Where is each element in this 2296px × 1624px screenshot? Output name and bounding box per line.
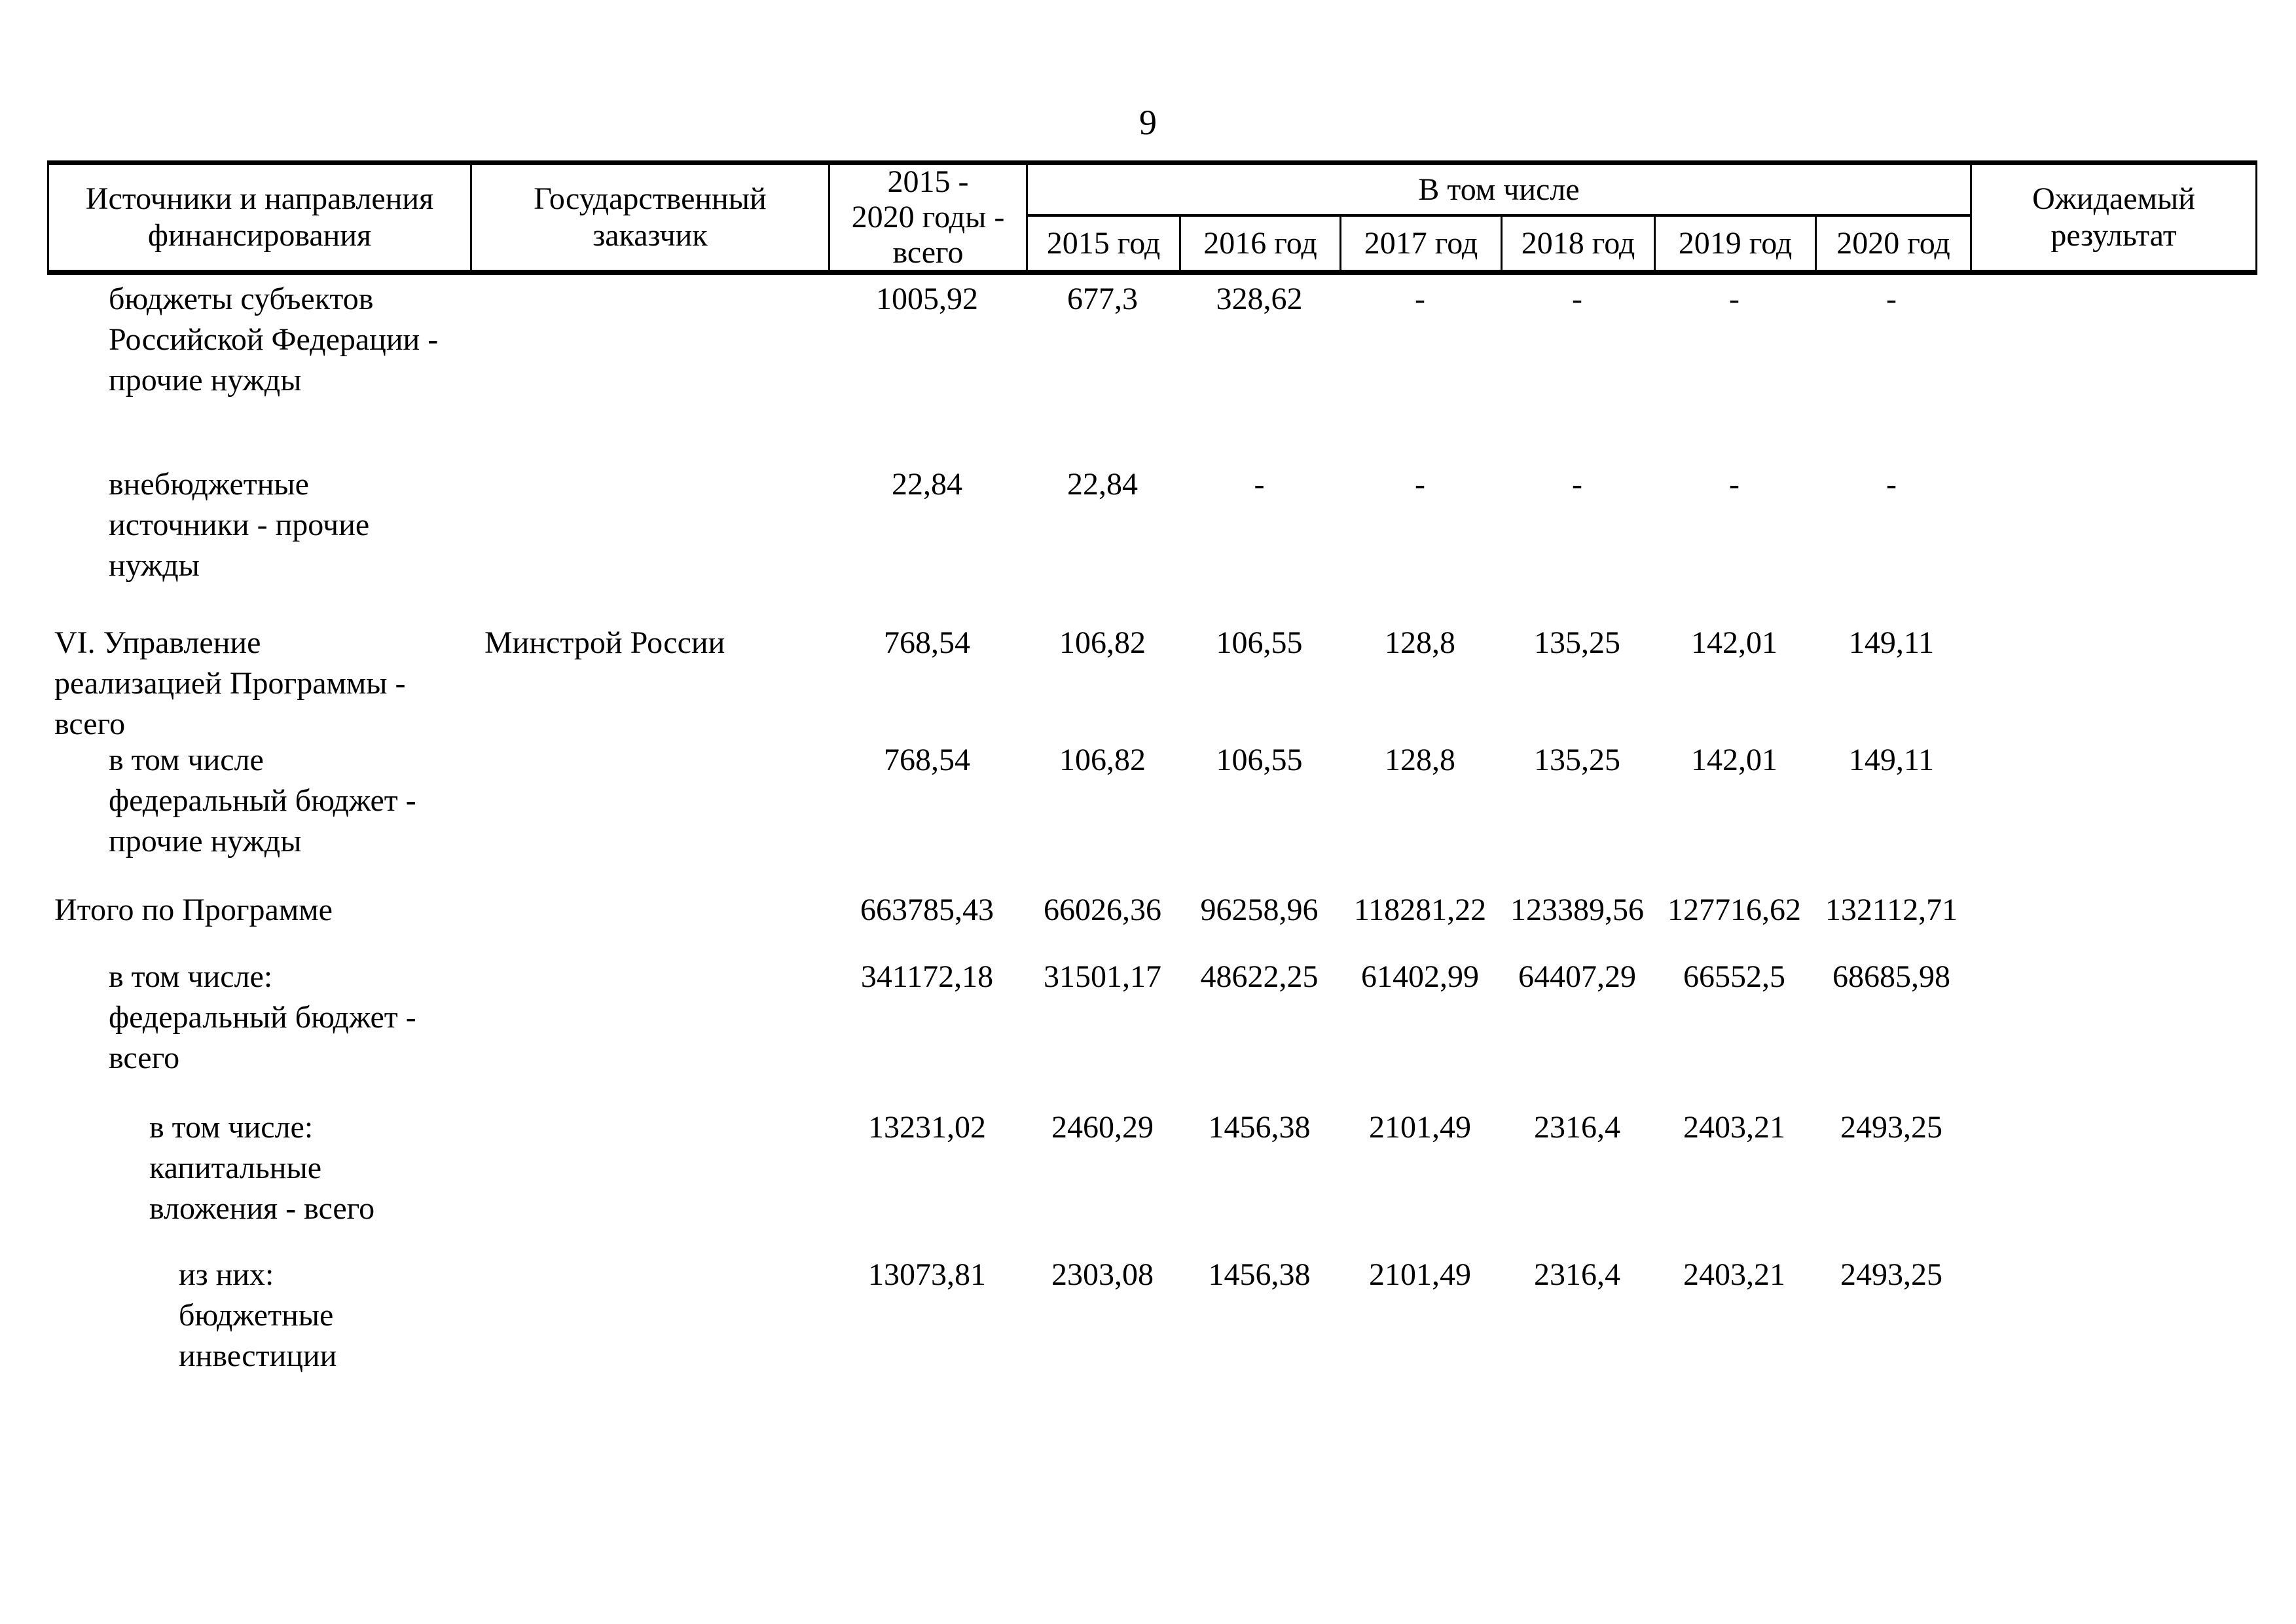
- header-total-2015-2020: 2015 - 2020 годы - всего: [830, 165, 1028, 270]
- value-2019: 2403,21: [1683, 1257, 1785, 1292]
- value-2016: 48622,25: [1200, 959, 1319, 994]
- value-2018: 135,25: [1534, 743, 1620, 777]
- value-2018: 135,25: [1534, 625, 1620, 660]
- value-2016: 106,55: [1216, 625, 1303, 660]
- customer-cell: [470, 736, 828, 886]
- value-total: 13231,02: [868, 1110, 986, 1145]
- value-2016: -: [1254, 467, 1265, 502]
- value-2018: 2316,4: [1534, 1257, 1620, 1292]
- value-2020: -: [1886, 282, 1897, 316]
- row-label: в том числе федеральный бюджет - прочие …: [109, 743, 416, 858]
- value-2016: 106,55: [1216, 743, 1303, 777]
- value-2017: 128,8: [1385, 625, 1455, 660]
- value-2020: 149,11: [1848, 625, 1935, 660]
- header-year-2019: 2019 год: [1656, 217, 1817, 270]
- row-label: VI. Управление реализацией Программы - в…: [54, 625, 406, 741]
- page-number: 9: [1139, 103, 1157, 142]
- value-2017: 128,8: [1385, 743, 1455, 777]
- value-total: 1005,92: [876, 282, 978, 316]
- value-2017: 61402,99: [1361, 959, 1479, 994]
- value-total: 663785,43: [860, 893, 994, 927]
- value-2017: 2101,49: [1369, 1257, 1471, 1292]
- value-total: 768,54: [884, 743, 970, 777]
- header-customer: Государственный заказчик: [472, 165, 830, 270]
- value-2020: 132112,71: [1825, 893, 1958, 927]
- value-2020: 2493,25: [1840, 1110, 1942, 1145]
- header-sources: Источники и направления финансирования: [49, 165, 472, 270]
- value-total: 768,54: [884, 625, 970, 660]
- value-2018: 64407,29: [1518, 959, 1636, 994]
- customer-cell: [470, 1103, 828, 1251]
- customer-cell: [470, 1251, 828, 1624]
- customer-cell: [470, 953, 828, 1103]
- value-2020: 149,11: [1848, 743, 1935, 777]
- table-body: бюджеты субъектов Российской Федерации -…: [47, 275, 2257, 1624]
- result-cell: [1968, 1251, 2253, 1624]
- value-2016: 328,62: [1216, 282, 1303, 316]
- value-2019: -: [1729, 467, 1740, 502]
- header-expected-result: Ожидаемый результат: [1970, 165, 2255, 270]
- customer-cell: Минстрой России: [484, 625, 725, 660]
- value-2019: 66552,5: [1683, 959, 1785, 994]
- value-2019: 2403,21: [1683, 1110, 1785, 1145]
- result-cell: [1968, 953, 2253, 1103]
- value-2018: 123389,56: [1510, 893, 1644, 927]
- value-2015: 106,82: [1059, 625, 1146, 660]
- table-header: Источники и направления финансирования Г…: [47, 160, 2257, 275]
- header-year-2018: 2018 год: [1503, 217, 1656, 270]
- value-2019: 142,01: [1691, 625, 1777, 660]
- row-label: бюджеты субъектов Российской Федерации -…: [109, 282, 439, 397]
- value-2015: 31501,17: [1044, 959, 1161, 994]
- result-cell: [1968, 460, 2253, 619]
- customer-cell: [470, 460, 828, 619]
- row-label: в том числе: капитальные вложения - всег…: [149, 1110, 375, 1226]
- header-year-2016: 2016 год: [1181, 217, 1341, 270]
- value-2018: -: [1572, 467, 1582, 502]
- value-2018: -: [1572, 282, 1582, 316]
- row-label: Итого по Программе: [54, 893, 333, 927]
- value-2016: 1456,38: [1208, 1110, 1311, 1145]
- value-total: 13073,81: [868, 1257, 986, 1292]
- value-2015: 2460,29: [1051, 1110, 1154, 1145]
- header-including: В том числе: [1028, 165, 1970, 217]
- header-year-2017: 2017 год: [1341, 217, 1503, 270]
- customer-cell: [470, 886, 828, 953]
- value-2020: 68685,98: [1832, 959, 1950, 994]
- value-2019: 127716,62: [1667, 893, 1801, 927]
- row-label: в том числе: федеральный бюджет - всего: [109, 959, 416, 1075]
- value-2020: 2493,25: [1840, 1257, 1942, 1292]
- value-2015: 2303,08: [1051, 1257, 1154, 1292]
- value-2016: 96258,96: [1200, 893, 1319, 927]
- value-2017: -: [1415, 467, 1425, 502]
- header-year-2020: 2020 год: [1836, 225, 1950, 261]
- result-cell: [1968, 886, 2253, 953]
- value-2017: -: [1415, 282, 1425, 316]
- customer-cell: [470, 275, 828, 460]
- header-year-2015: 2015 год: [1028, 217, 1181, 270]
- value-2020: -: [1886, 467, 1897, 502]
- value-2017: 2101,49: [1369, 1110, 1471, 1145]
- value-2018: 2316,4: [1534, 1110, 1620, 1145]
- value-2016: 1456,38: [1208, 1257, 1311, 1292]
- value-2015: 66026,36: [1044, 893, 1161, 927]
- value-2019: -: [1729, 282, 1740, 316]
- result-cell: [1968, 619, 2253, 736]
- row-label: из них: бюджетные инвестиции: [179, 1257, 337, 1373]
- value-2015: 106,82: [1059, 743, 1146, 777]
- value-2019: 142,01: [1691, 743, 1777, 777]
- value-total: 341172,18: [860, 959, 994, 994]
- result-cell: [1968, 736, 2253, 886]
- value-total: 22,84: [892, 467, 962, 502]
- value-2017: 118281,22: [1353, 893, 1487, 927]
- result-cell: [1968, 275, 2253, 460]
- value-2015: 677,3: [1067, 282, 1138, 316]
- value-2015: 22,84: [1067, 467, 1138, 502]
- row-label: внебюджетные источники - прочие нужды: [109, 467, 370, 583]
- result-cell: [1968, 1103, 2253, 1251]
